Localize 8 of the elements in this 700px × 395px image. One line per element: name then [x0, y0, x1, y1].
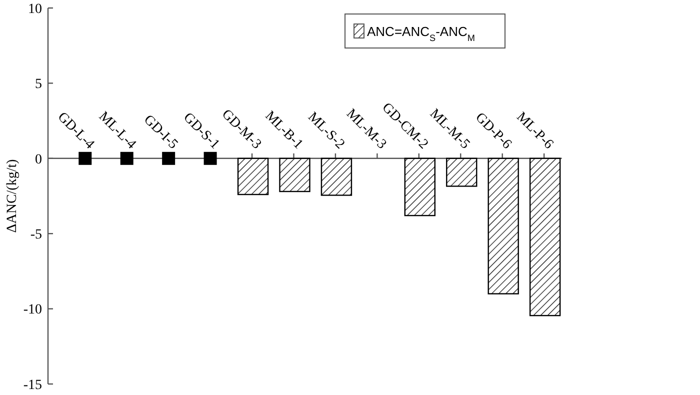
y-tick-label: -10: [23, 302, 42, 318]
y-tick-label: -15: [23, 378, 42, 393]
y-tick-label: -5: [30, 228, 42, 242]
y-tick-label: 10: [28, 2, 42, 17]
legend-label: ANC=ANC$_{S}$-ANC$_{M}$: [367, 24, 475, 43]
y-tick-label: 0: [35, 152, 42, 168]
y-axis-title: ΔANC/(kg/t): [5, 158, 20, 233]
y-tick-label: 5: [35, 77, 42, 92]
